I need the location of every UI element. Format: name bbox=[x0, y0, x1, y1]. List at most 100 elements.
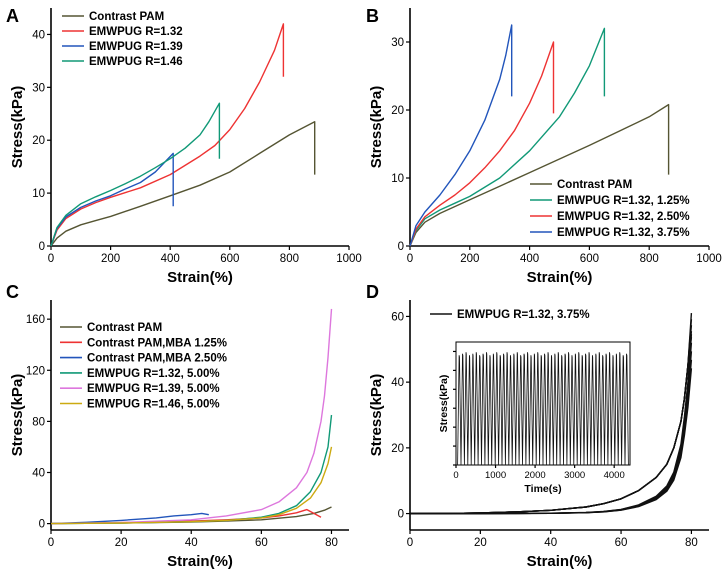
legend-label: EMWPUG R=1.46, 5.00% bbox=[87, 399, 220, 411]
x-tick-label: 600 bbox=[580, 253, 599, 265]
series-line bbox=[409, 27, 606, 247]
panel-d-series bbox=[409, 313, 693, 515]
x-tick-label: 80 bbox=[685, 537, 698, 549]
y-axis-title: Stress(kPa) bbox=[9, 374, 26, 457]
series-line bbox=[50, 414, 333, 525]
legend-label: EMWPUG R=1.32 bbox=[89, 26, 183, 38]
inset-x-tick-label: 4000 bbox=[604, 470, 625, 481]
y-axis-title: Stress(kPa) bbox=[368, 86, 385, 169]
y-tick-label: 0 bbox=[39, 519, 45, 531]
legend-label: Contrast PAM,MBA 1.25% bbox=[87, 337, 227, 349]
x-tick-label: 40 bbox=[185, 537, 198, 549]
panel-c-legend: Contrast PAM Contrast PAM,MBA 1.25% Contra… bbox=[60, 322, 227, 411]
loading-curve bbox=[409, 337, 693, 515]
y-tick-label: 30 bbox=[391, 37, 404, 49]
inset-x-tick-label: 1000 bbox=[485, 470, 506, 481]
y-tick-label: 30 bbox=[32, 82, 45, 94]
x-tick-label: 800 bbox=[640, 253, 659, 265]
x-tick-label: 600 bbox=[220, 253, 239, 265]
panel-a-series bbox=[50, 23, 316, 247]
x-tick-label: 200 bbox=[101, 253, 120, 265]
x-tick-label: 400 bbox=[161, 253, 180, 265]
x-tick-label: 80 bbox=[325, 537, 338, 549]
x-tick-label: 400 bbox=[520, 253, 539, 265]
legend-label: Contrast PAM bbox=[89, 11, 164, 23]
legend-label: EMWPUG R=1.39, 5.00% bbox=[87, 383, 220, 395]
legend-label: Contrast PAM,MBA 2.50% bbox=[87, 353, 227, 365]
x-tick-label: 200 bbox=[460, 253, 479, 265]
x-tick-label: 1000 bbox=[696, 253, 722, 265]
series-line bbox=[50, 23, 285, 247]
x-tick-label: 40 bbox=[544, 537, 557, 549]
y-tick-label: 0 bbox=[398, 241, 404, 253]
inset-chart: 0 1000 2000 3000 4000 Time(s) Stress(kPa) bbox=[438, 341, 631, 495]
unloading-curve bbox=[410, 334, 693, 515]
panel-letter-b: B bbox=[366, 6, 379, 26]
inset-series-line bbox=[457, 352, 629, 466]
x-axis-title: Strain(%) bbox=[167, 269, 233, 286]
series-line bbox=[50, 446, 333, 525]
x-axis-title: Strain(%) bbox=[167, 553, 233, 570]
x-tick-label: 20 bbox=[115, 537, 128, 549]
y-tick-label: 60 bbox=[391, 311, 404, 323]
inset-x-tick-label: 3000 bbox=[564, 470, 585, 481]
y-tick-label: 40 bbox=[32, 29, 45, 41]
panel-b-legend: Contrast PAM EMWPUG R=1.32, 1.25% EMWPUG R… bbox=[530, 179, 690, 239]
y-tick-label: 10 bbox=[32, 188, 45, 200]
legend-label: EMWPUG R=1.32, 3.75% bbox=[557, 227, 690, 239]
series-line bbox=[409, 41, 555, 247]
x-tick-label: 800 bbox=[280, 253, 299, 265]
panel-c-series bbox=[50, 308, 333, 525]
inset-x-tick-label: 2000 bbox=[525, 470, 546, 481]
panel-d-legend: EMWPUG R=1.32, 3.75% bbox=[430, 309, 590, 321]
legend-label: EMWPUG R=1.32, 3.75% bbox=[457, 309, 590, 321]
series-line bbox=[50, 308, 333, 525]
panel-letter-a: A bbox=[6, 6, 19, 26]
y-tick-label: 120 bbox=[26, 365, 45, 377]
x-tick-label: 0 bbox=[407, 537, 413, 549]
y-tick-label: 20 bbox=[391, 443, 404, 455]
y-tick-label: 0 bbox=[398, 509, 404, 521]
y-tick-label: 80 bbox=[32, 416, 45, 428]
inset-x-tick-label: 0 bbox=[453, 470, 458, 481]
series-line bbox=[50, 152, 174, 247]
panel-b-series bbox=[409, 24, 670, 247]
inset-y-axis-title: Stress(kPa) bbox=[438, 375, 450, 433]
series-line bbox=[409, 24, 513, 247]
inset-x-axis-title: Time(s) bbox=[524, 483, 561, 495]
legend-label: EMWPUG R=1.46 bbox=[89, 56, 183, 68]
panel-letter-c: C bbox=[6, 282, 19, 302]
x-tick-label: 0 bbox=[48, 537, 54, 549]
panel-b-axes: 0 200 400 600 800 1000 0 10 20 30 Strain(%) Stress(… bbox=[366, 6, 722, 286]
legend-label: EMWPUG R=1.32, 2.50% bbox=[557, 211, 690, 223]
y-tick-label: 10 bbox=[391, 173, 404, 185]
panel-c-axes: 0 20 40 60 80 0 40 80 120 160 Strain(%) Stress(kPa)… bbox=[6, 282, 349, 570]
x-tick-label: 0 bbox=[48, 253, 54, 265]
series-line bbox=[50, 102, 221, 247]
y-axis-title: Stress(kPa) bbox=[9, 86, 26, 169]
x-axis-title: Strain(%) bbox=[527, 269, 593, 286]
series-line bbox=[50, 121, 316, 247]
legend-label: Contrast PAM bbox=[557, 179, 632, 191]
x-axis-title: Strain(%) bbox=[527, 553, 593, 570]
legend-label: Contrast PAM bbox=[87, 322, 162, 334]
series-line bbox=[50, 512, 209, 525]
legend-label: EMWPUG R=1.32, 1.25% bbox=[557, 195, 690, 207]
x-tick-label: 1000 bbox=[336, 253, 362, 265]
legend-label: EMWPUG R=1.32, 5.00% bbox=[87, 368, 220, 380]
y-tick-label: 20 bbox=[391, 105, 404, 117]
x-tick-label: 0 bbox=[407, 253, 413, 265]
panel-a-legend: Contrast PAM EMWPUG R=1.32 EMWPUG R=1.39 EM… bbox=[62, 11, 183, 68]
legend-label: EMWPUG R=1.39 bbox=[89, 41, 183, 53]
panel-d-axes: 0 20 40 60 80 0 20 40 60 Strain(%) Stress(kPa) D bbox=[366, 282, 709, 570]
panel-letter-d: D bbox=[366, 282, 379, 302]
y-tick-label: 160 bbox=[26, 314, 45, 326]
panel-a-axes: 0 200 400 600 800 1000 0 10 20 30 40 Strain(%) Stres… bbox=[6, 6, 362, 286]
x-tick-label: 20 bbox=[474, 537, 487, 549]
y-tick-label: 0 bbox=[39, 241, 45, 253]
x-tick-label: 60 bbox=[255, 537, 268, 549]
x-tick-label: 60 bbox=[615, 537, 628, 549]
y-axis-title: Stress(kPa) bbox=[368, 374, 385, 457]
y-tick-label: 40 bbox=[32, 468, 45, 480]
